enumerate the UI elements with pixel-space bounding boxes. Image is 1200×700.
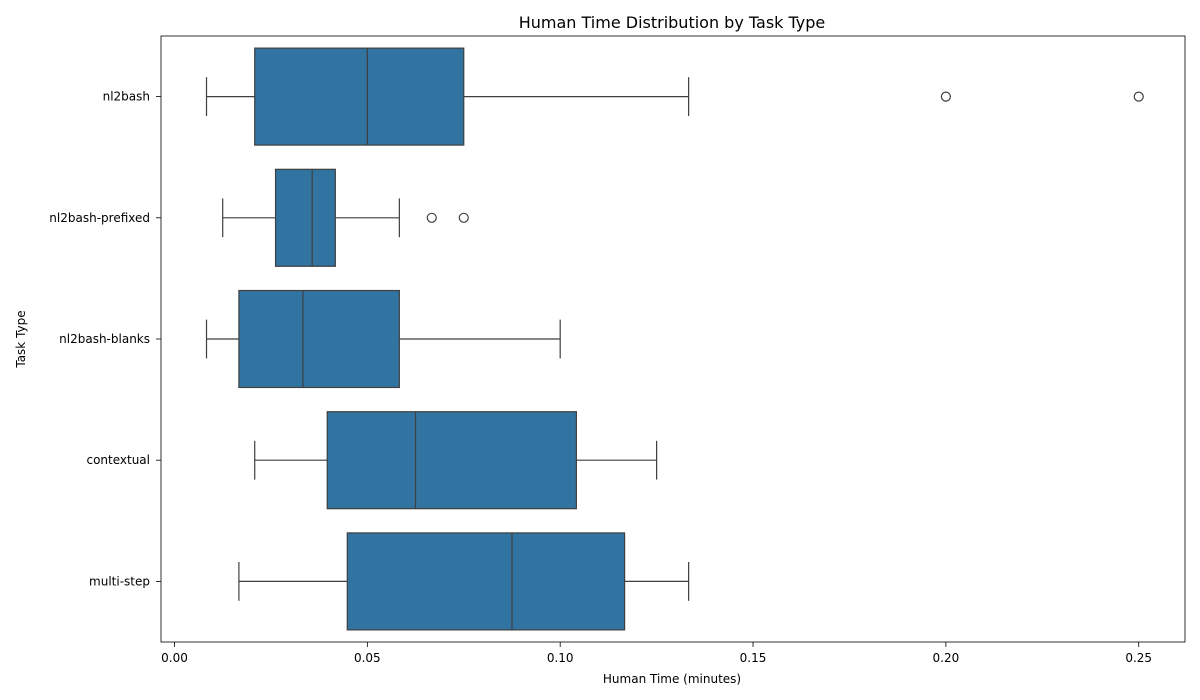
box-iqr <box>254 47 465 146</box>
x-axis-label: Human Time (minutes) <box>603 672 741 686</box>
x-tick-label: 0.10 <box>547 651 574 665</box>
plot-area <box>205 47 1144 631</box>
box-group-contextual <box>254 411 658 510</box>
box-group-nl2bash <box>205 47 1144 146</box>
x-axis: 0.00 0.05 0.10 0.15 0.20 0.25 <box>161 642 1152 665</box>
y-tick-label: nl2bash-blanks <box>59 332 150 346</box>
box-iqr <box>238 289 400 389</box>
box-group-nl2bash-blanks <box>205 289 561 389</box>
outlier-point <box>940 91 951 102</box>
outlier-point <box>1133 91 1144 102</box>
box-iqr <box>346 532 626 631</box>
outlier-point <box>426 212 437 223</box>
y-tick-label: multi-step <box>89 574 150 588</box>
x-tick-label: 0.25 <box>1125 651 1152 665</box>
box-iqr <box>326 411 577 510</box>
y-axis: nl2bash nl2bash-prefixed nl2bash-blanks con… <box>49 90 161 588</box>
y-tick-label: nl2bash-prefixed <box>49 211 150 225</box>
box-group-multi-step <box>238 532 690 631</box>
x-tick-label: 0.15 <box>740 651 767 665</box>
chart-title: Human Time Distribution by Task Type <box>519 13 826 32</box>
box-iqr <box>274 168 336 267</box>
y-tick-label: contextual <box>86 453 150 467</box>
y-tick-label: nl2bash <box>103 90 150 104</box>
x-tick-label: 0.05 <box>354 651 381 665</box>
x-tick-label: 0.00 <box>161 651 188 665</box>
box-group-nl2bash-prefixed <box>222 168 469 267</box>
x-tick-label: 0.20 <box>933 651 960 665</box>
y-axis-label: Task Type <box>14 310 28 368</box>
outlier-point <box>458 212 469 223</box>
